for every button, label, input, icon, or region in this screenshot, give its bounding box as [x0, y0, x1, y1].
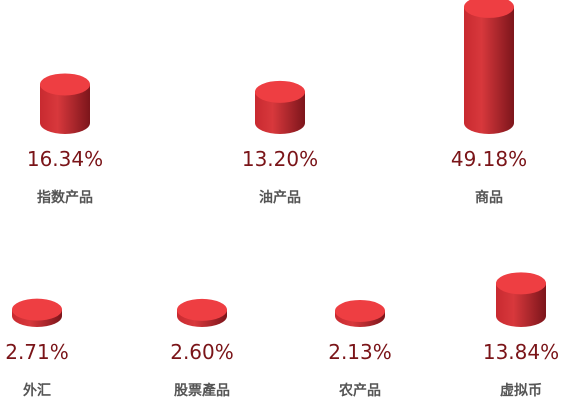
value-label: 49.18% [451, 147, 527, 171]
value-label: 2.60% [170, 340, 234, 364]
category-label: 商品 [475, 189, 503, 206]
cylinder [496, 283, 546, 327]
value-label: 13.84% [483, 340, 559, 364]
cylinder-top [464, 0, 514, 18]
cylinder-top [40, 73, 90, 96]
value-label: 2.13% [328, 340, 392, 364]
cylinder-top [496, 272, 546, 295]
category-label: 外汇 [23, 382, 51, 399]
cylinder-top [177, 298, 227, 321]
cylinder-top [255, 80, 305, 103]
cylinder [464, 6, 514, 134]
cylinder-top [12, 298, 62, 321]
cylinder [255, 91, 305, 134]
category-label: 油产品 [259, 189, 301, 206]
cylinder [40, 84, 90, 134]
category-label: 虚拟币 [500, 382, 542, 399]
value-label: 2.71% [5, 340, 69, 364]
value-label: 16.34% [27, 147, 103, 171]
category-label: 股票產品 [174, 382, 230, 399]
category-label: 农产品 [338, 382, 381, 399]
value-label: 13.20% [242, 147, 318, 171]
category-label: 指数产品 [37, 189, 93, 206]
cylinder-top [335, 299, 385, 322]
